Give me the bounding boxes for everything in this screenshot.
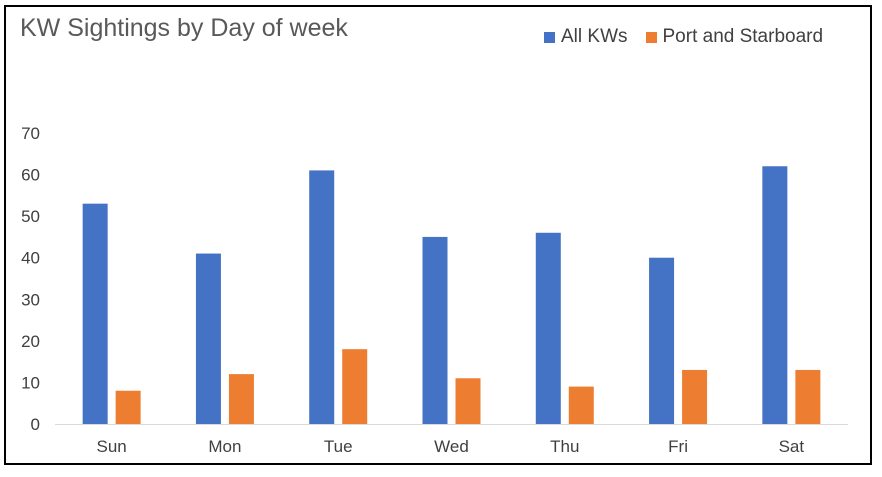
bar-port-starboard-thu	[568, 386, 594, 424]
x-axis: Sun Mon Tue Wed Thu Fri Sat	[55, 424, 848, 456]
y-tick-label: 50	[21, 207, 40, 226]
bar-port-starboard-mon	[228, 374, 254, 424]
legend-label-all-kws: All KWs	[561, 26, 628, 47]
legend-swatch-port-starboard	[645, 31, 657, 43]
x-tick-label: Fri	[668, 437, 688, 456]
y-tick-label: 30	[21, 290, 40, 309]
y-tick-label: 60	[21, 166, 40, 185]
x-tick-label: Thu	[550, 437, 579, 456]
bar-port-starboard-wed	[455, 378, 481, 424]
x-tick-label: Wed	[434, 437, 469, 456]
bar-all-kws-mon	[195, 253, 221, 424]
y-tick-label: 40	[21, 249, 40, 268]
bar-all-kws-fri	[649, 257, 675, 424]
bar-all-kws-wed	[422, 236, 448, 424]
legend-swatch-all-kws	[544, 31, 555, 43]
bar-all-kws-sat	[762, 166, 788, 424]
x-tick-label: Sun	[97, 437, 127, 456]
y-tick-label: 10	[21, 373, 40, 392]
legend-label-port-starboard: Port and Starboard	[662, 26, 824, 47]
chart-title: KW Sightings by Day of week	[20, 14, 348, 42]
y-tick-label: 70	[21, 124, 40, 143]
y-tick-label: 0	[31, 415, 40, 434]
y-axis: 0 10 20 30 40 50 60 70	[21, 124, 40, 434]
bar-port-starboard-fri	[682, 369, 708, 424]
bar-port-starboard-sat	[795, 369, 821, 424]
bar-port-starboard-tue	[342, 349, 368, 424]
bars	[82, 166, 821, 424]
bar-all-kws-thu	[535, 232, 561, 424]
legend: All KWs Port and Starboard	[544, 26, 823, 48]
y-tick-label: 20	[21, 332, 40, 351]
bar-all-kws-sun	[82, 203, 108, 424]
bar-all-kws-tue	[309, 170, 335, 424]
x-tick-label: Tue	[324, 437, 353, 456]
legend-item-all-kws: All KWs	[544, 26, 628, 48]
legend-item-port-starboard: Port and Starboard	[645, 26, 824, 48]
bar-port-starboard-sun	[115, 390, 141, 424]
x-tick-label: Sat	[779, 437, 805, 456]
x-tick-label: Mon	[208, 437, 241, 456]
